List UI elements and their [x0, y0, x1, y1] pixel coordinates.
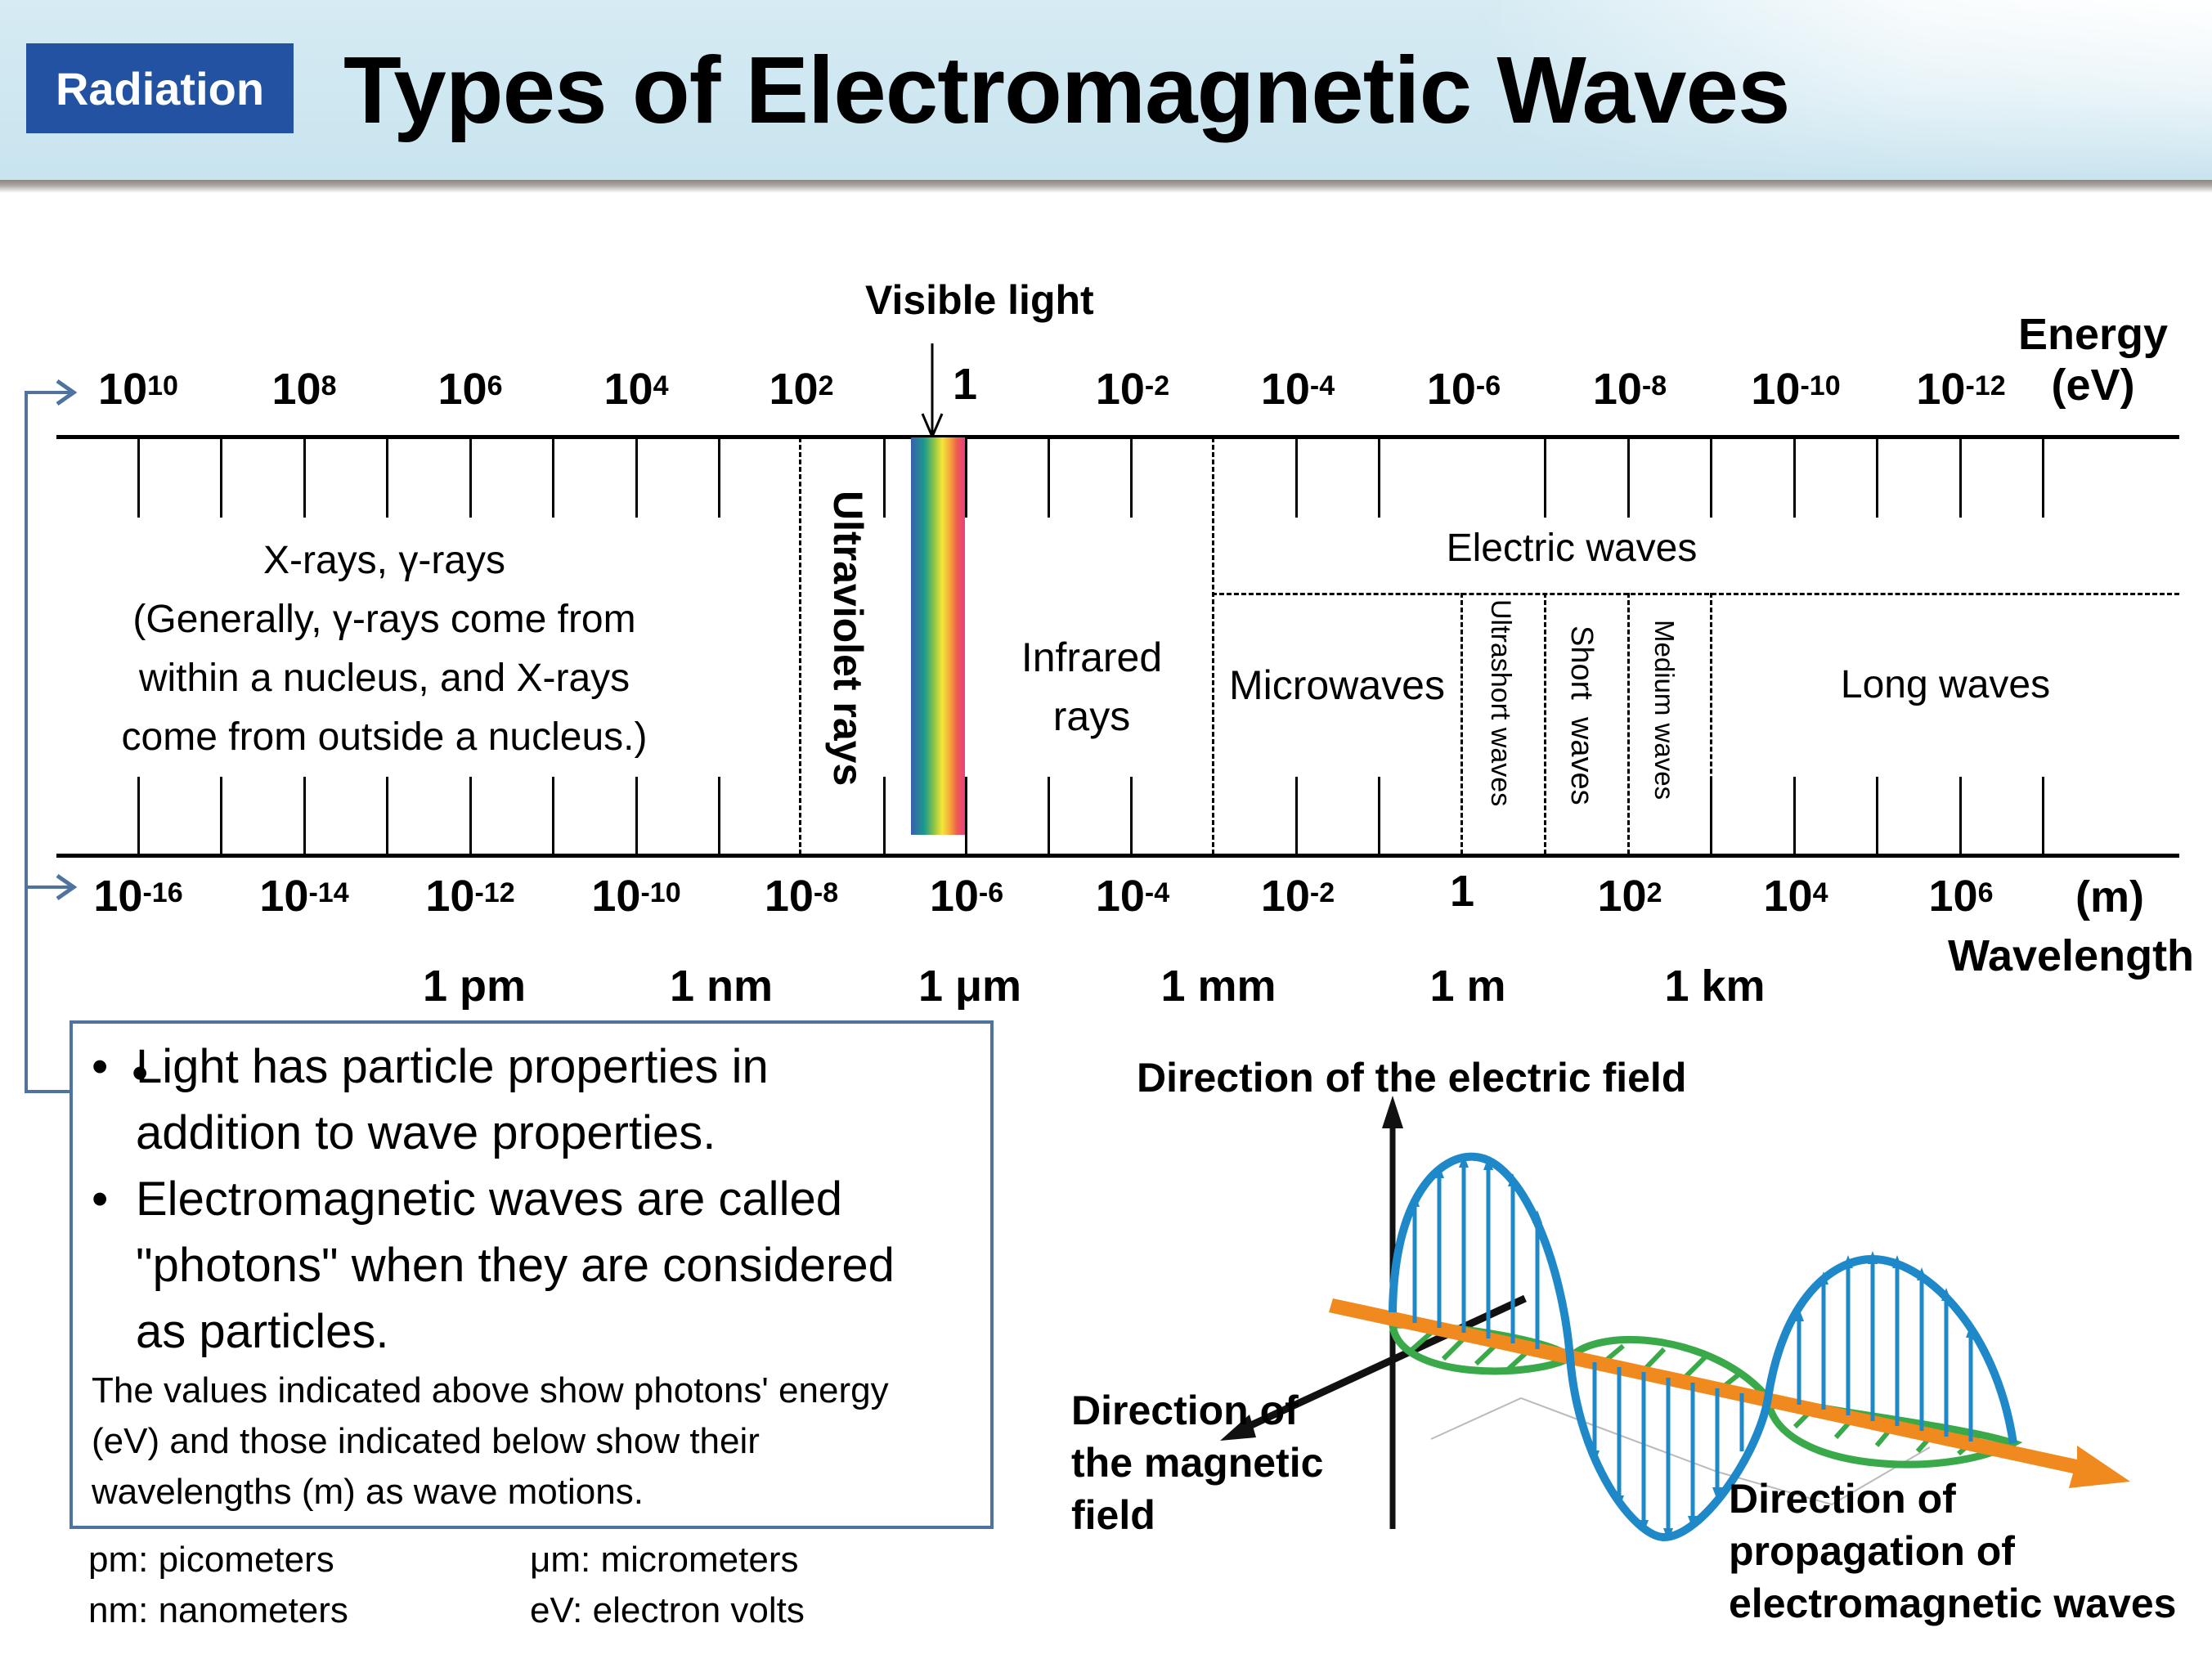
- bullet-text: Light has particle properties in additio…: [136, 1040, 769, 1159]
- short-boundary-line: [1544, 593, 1546, 854]
- ultrashort-boundary-line: [1460, 593, 1463, 854]
- magnetic-field-label: Direction of the magnetic field: [1071, 1388, 1324, 1538]
- header-shadow: [0, 180, 2212, 193]
- propagation-label: Direction of propagation of electromagne…: [1729, 1476, 2177, 1626]
- bullet-dot-icon: •: [92, 1040, 109, 1093]
- long-waves-label: Long waves: [1840, 663, 2051, 706]
- wavelength-unit: (m): [2075, 872, 2144, 921]
- wavelength-axis-title: Wavelength: [1948, 931, 2195, 980]
- page-title: Types of Electromagnetic Waves: [343, 37, 1791, 143]
- unit-um: 1 μm: [918, 962, 1022, 1011]
- energy-axis-line: [56, 435, 2179, 439]
- wavelength-label: 10-16: [93, 872, 183, 921]
- em-wave-illustration: [1220, 1096, 2130, 1542]
- infrared-label: Infrared rays: [1021, 634, 1163, 739]
- legend-nm: nm: nanometers: [88, 1590, 348, 1630]
- bracket-connector: [25, 379, 78, 1093]
- energy-label: 104: [603, 365, 669, 414]
- energy-label: 10-8: [1592, 365, 1667, 414]
- wavelength-axis-line: [56, 854, 2179, 858]
- energy-label: 102: [769, 365, 834, 414]
- electric-waves-label: Electric waves: [1446, 527, 1698, 570]
- electric-boundary-line: [1212, 437, 1214, 854]
- ultraviolet-label: Ultraviolet rays: [825, 491, 871, 787]
- microwaves-label: Microwaves: [1229, 662, 1445, 708]
- wavelength-label: 10-12: [425, 872, 515, 921]
- magnetic-axis: [1237, 1294, 1527, 1435]
- short-waves-label: Short waves: [1564, 625, 1599, 805]
- energy-label: 108: [271, 365, 337, 414]
- ultrashort-waves-label: Ultrashort waves: [1485, 599, 1516, 807]
- info-box: •: [70, 1020, 994, 1529]
- bullet-text: Electromagnetic waves are called "photon…: [136, 1173, 895, 1358]
- wavelength-label: 10-6: [929, 872, 1004, 921]
- energy-unit: (eV): [2051, 361, 2135, 410]
- energy-label: 10-6: [1426, 365, 1501, 414]
- wavelength-label: 106: [1928, 872, 1994, 921]
- wavelength-label: 1: [1449, 867, 1475, 916]
- visible-light-arrow-icon: [921, 343, 944, 440]
- energy-label: 10-2: [1095, 365, 1170, 414]
- energy-axis-title: Energy (eV): [2018, 309, 2168, 410]
- long-boundary-line: [1710, 593, 1712, 854]
- uv-boundary-line: [799, 437, 801, 854]
- energy-title-line1: Energy: [2018, 310, 2169, 359]
- electric-field-label: Direction of the electric field: [1137, 1055, 1687, 1101]
- legend-pm: pm: picometers: [88, 1540, 334, 1580]
- visible-light-label: Visible light: [865, 277, 1094, 323]
- unit-mm: 1 mm: [1160, 962, 1276, 1011]
- wavelength-label: 102: [1597, 872, 1662, 921]
- wavelength-label: 10-2: [1260, 872, 1335, 921]
- electric-subdivision-line: [1212, 593, 2179, 595]
- medium-boundary-line: [1627, 593, 1630, 854]
- wavelength-label: 10-14: [259, 872, 349, 921]
- xray-region-label: X-rays, γ-rays (Generally, γ-rays come f…: [121, 539, 648, 759]
- medium-waves-label: Medium waves: [1649, 620, 1680, 800]
- info-note: The values indicated above show photons'…: [92, 1370, 889, 1512]
- energy-label: 10-12: [1916, 365, 2006, 414]
- unit-m: 1 m: [1429, 962, 1506, 1011]
- wavelength-label: 10-4: [1095, 872, 1170, 921]
- energy-label: 106: [437, 365, 503, 414]
- energy-label: 10-10: [1751, 365, 1841, 414]
- unit-pm: 1 pm: [422, 962, 527, 1011]
- unit-nm: 1 nm: [669, 962, 774, 1011]
- propagation-arrow: [1329, 1298, 2130, 1488]
- legend-ev: eV: electron volts: [530, 1590, 805, 1630]
- energy-label: 1010: [98, 365, 178, 414]
- unit-km: 1 km: [1664, 962, 1766, 1011]
- legend-um: μm: micrometers: [530, 1540, 799, 1580]
- header-bar: [0, 0, 2212, 182]
- section-badge: Radiation: [26, 43, 294, 133]
- energy-label: 10-4: [1260, 365, 1335, 414]
- wavelength-label: 104: [1763, 872, 1828, 921]
- wavelength-label: 10-8: [764, 872, 839, 921]
- visible-spectrum-band: [911, 437, 965, 835]
- wavelength-label: 10-10: [591, 872, 681, 921]
- energy-label: 1: [952, 360, 978, 409]
- bullet-dot-icon: •: [92, 1173, 109, 1226]
